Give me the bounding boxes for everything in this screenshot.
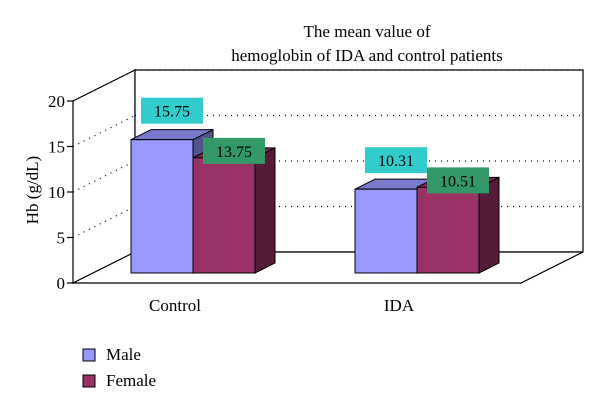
x-category-ida: IDA	[384, 296, 415, 315]
y-axis-label: Hb (g/dL)	[23, 156, 42, 224]
data-label-bg	[203, 137, 265, 164]
y-tick-label: 20	[48, 92, 65, 111]
data-label-text: 13.75	[216, 144, 252, 161]
y-tick-label: 0	[57, 274, 66, 293]
legend-label-male: Male	[106, 345, 141, 364]
data-label-bg	[427, 167, 489, 194]
data-label-text: 10.51	[440, 173, 476, 190]
legend-swatch-male	[82, 348, 96, 362]
legend: Male Female	[82, 345, 156, 390]
bar-side-female-control	[254, 147, 276, 274]
data-label-male-control: 15.75	[141, 97, 203, 124]
data-label-text: 15.75	[154, 104, 190, 121]
legend-swatch-female	[82, 374, 96, 388]
y-tick-label: 10	[48, 183, 65, 202]
x-axis-categories: Control IDA	[149, 296, 415, 315]
data-labels: 15.75 13.75 10.31 10.51	[141, 97, 489, 194]
data-label-bg	[365, 147, 427, 174]
data-label-bg	[141, 97, 203, 124]
bar-male-control	[130, 139, 194, 274]
bars	[130, 128, 500, 274]
chart-title-line-1: The mean value of	[304, 22, 431, 41]
data-label-male-ida: 10.31	[365, 147, 427, 174]
side-wall	[72, 69, 136, 284]
y-axis-ticks: 0 5 10 15 20	[48, 92, 73, 293]
chart-title-line-2: hemoglobin of IDA and control patients	[231, 46, 502, 65]
bar-female-ida	[416, 186, 480, 274]
data-label-female-control: 13.75	[203, 137, 265, 164]
data-label-text: 10.31	[378, 153, 414, 170]
data-label-female-ida: 10.51	[427, 167, 489, 194]
legend-label-female: Female	[106, 371, 156, 390]
x-category-control: Control	[149, 296, 201, 315]
bar-male-ida	[354, 188, 418, 274]
y-tick-label: 5	[57, 229, 66, 248]
bar-female-control	[192, 157, 256, 274]
y-tick-label: 15	[48, 138, 65, 157]
